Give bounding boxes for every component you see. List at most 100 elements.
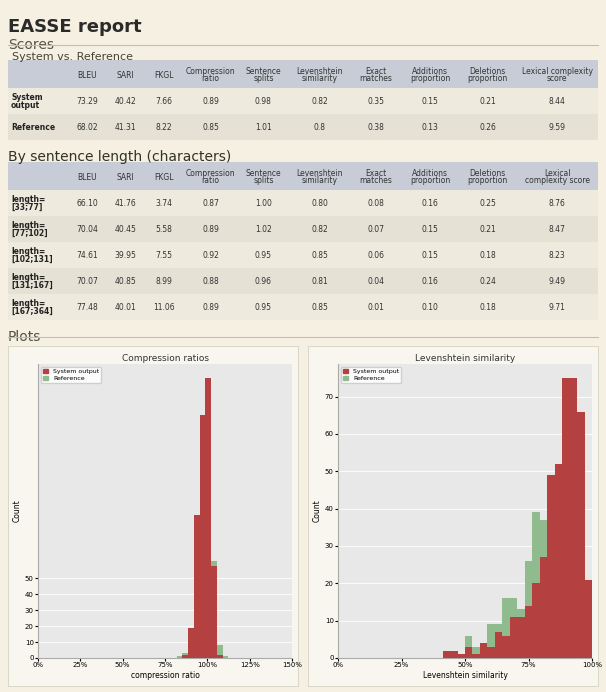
- Text: FKGL: FKGL: [154, 173, 174, 182]
- Bar: [585, 624, 592, 658]
- Bar: [570, 378, 577, 658]
- Text: proportion: proportion: [468, 74, 508, 83]
- Text: System: System: [11, 93, 42, 102]
- Text: 8.47: 8.47: [549, 225, 565, 234]
- Text: 0.89: 0.89: [202, 97, 219, 106]
- Bar: [442, 650, 450, 658]
- Text: 9.59: 9.59: [548, 123, 566, 132]
- Text: Exact: Exact: [365, 67, 387, 76]
- Text: 0.08: 0.08: [368, 199, 385, 208]
- Text: splits: splits: [253, 176, 274, 185]
- Legend: System output, Reference: System output, Reference: [341, 367, 401, 383]
- Bar: [194, 596, 199, 658]
- Text: 0.07: 0.07: [368, 225, 385, 234]
- Text: 0.89: 0.89: [202, 225, 219, 234]
- Text: length=: length=: [11, 247, 45, 256]
- Text: 0.98: 0.98: [255, 97, 272, 106]
- X-axis label: Levenshtein similarity: Levenshtein similarity: [422, 671, 507, 680]
- Text: Sentence: Sentence: [245, 169, 281, 178]
- Text: 0.85: 0.85: [311, 251, 328, 260]
- Text: 0.24: 0.24: [479, 277, 496, 286]
- Text: 0.95: 0.95: [255, 251, 272, 260]
- Y-axis label: Count: Count: [313, 500, 322, 522]
- Bar: [8, 114, 598, 140]
- Text: 8.23: 8.23: [549, 251, 565, 260]
- Text: 66.10: 66.10: [76, 199, 98, 208]
- Text: ratio: ratio: [202, 176, 219, 185]
- Text: 0.26: 0.26: [479, 123, 496, 132]
- Bar: [540, 520, 547, 658]
- Text: 0.15: 0.15: [422, 97, 439, 106]
- Bar: [473, 647, 480, 658]
- Text: matches: matches: [360, 176, 393, 185]
- Bar: [176, 657, 182, 658]
- Bar: [8, 190, 598, 216]
- Text: 7.55: 7.55: [155, 251, 172, 260]
- Text: 3.74: 3.74: [155, 199, 172, 208]
- Bar: [540, 557, 547, 658]
- Text: 0.25: 0.25: [479, 199, 496, 208]
- Bar: [199, 415, 205, 658]
- Text: length=: length=: [11, 299, 45, 308]
- Text: length=: length=: [11, 273, 45, 282]
- Text: Lexical: Lexical: [544, 169, 570, 178]
- Text: BLEU: BLEU: [78, 71, 97, 80]
- Text: SARI: SARI: [116, 173, 135, 182]
- Y-axis label: Count: Count: [13, 500, 22, 522]
- Text: 70.07: 70.07: [76, 277, 98, 286]
- Text: 0.81: 0.81: [311, 277, 328, 286]
- Text: FKGL: FKGL: [154, 71, 174, 80]
- Text: proportion: proportion: [410, 176, 450, 185]
- Text: 0.16: 0.16: [422, 277, 439, 286]
- Bar: [8, 268, 598, 294]
- Text: 0.87: 0.87: [202, 199, 219, 208]
- Text: Deletions: Deletions: [470, 67, 506, 76]
- Text: 70.04: 70.04: [76, 225, 98, 234]
- Text: 0.85: 0.85: [311, 303, 328, 312]
- Bar: [205, 378, 211, 658]
- Bar: [473, 654, 480, 658]
- Text: [167;364]: [167;364]: [11, 307, 53, 316]
- Text: 1.01: 1.01: [255, 123, 272, 132]
- Bar: [554, 464, 562, 658]
- Text: similarity: similarity: [302, 74, 338, 83]
- Bar: [182, 653, 188, 658]
- X-axis label: compression ratio: compression ratio: [130, 671, 199, 680]
- Text: 68.02: 68.02: [76, 123, 98, 132]
- Text: 0.04: 0.04: [368, 277, 385, 286]
- Text: 41.31: 41.31: [115, 123, 136, 132]
- Text: Deletions: Deletions: [470, 169, 506, 178]
- Text: 0.89: 0.89: [202, 303, 219, 312]
- Text: Plots: Plots: [8, 330, 41, 344]
- Text: output: output: [11, 101, 40, 110]
- Text: 74.61: 74.61: [76, 251, 98, 260]
- Bar: [570, 591, 577, 658]
- Bar: [547, 475, 554, 658]
- Bar: [510, 617, 518, 658]
- Bar: [188, 628, 194, 658]
- Text: ratio: ratio: [202, 74, 219, 83]
- Text: 1.00: 1.00: [255, 199, 272, 208]
- Bar: [502, 635, 510, 658]
- Bar: [308, 346, 598, 686]
- Bar: [8, 242, 598, 268]
- Text: 0.35: 0.35: [368, 97, 385, 106]
- Text: Compression: Compression: [186, 169, 236, 178]
- Text: [102;131]: [102;131]: [11, 255, 53, 264]
- Text: 0.01: 0.01: [368, 303, 385, 312]
- Bar: [562, 572, 570, 658]
- Bar: [223, 657, 228, 658]
- Text: Compression: Compression: [186, 67, 236, 76]
- Text: Levenshtein: Levenshtein: [296, 169, 343, 178]
- Bar: [8, 216, 598, 242]
- Bar: [211, 566, 217, 658]
- Text: 8.99: 8.99: [156, 277, 172, 286]
- Text: complexity score: complexity score: [525, 176, 590, 185]
- Bar: [487, 624, 495, 658]
- Text: 0.95: 0.95: [255, 303, 272, 312]
- Text: length=: length=: [11, 195, 45, 204]
- Text: Scores: Scores: [8, 38, 54, 52]
- Bar: [495, 632, 502, 658]
- Text: 0.18: 0.18: [479, 303, 496, 312]
- Bar: [194, 515, 199, 658]
